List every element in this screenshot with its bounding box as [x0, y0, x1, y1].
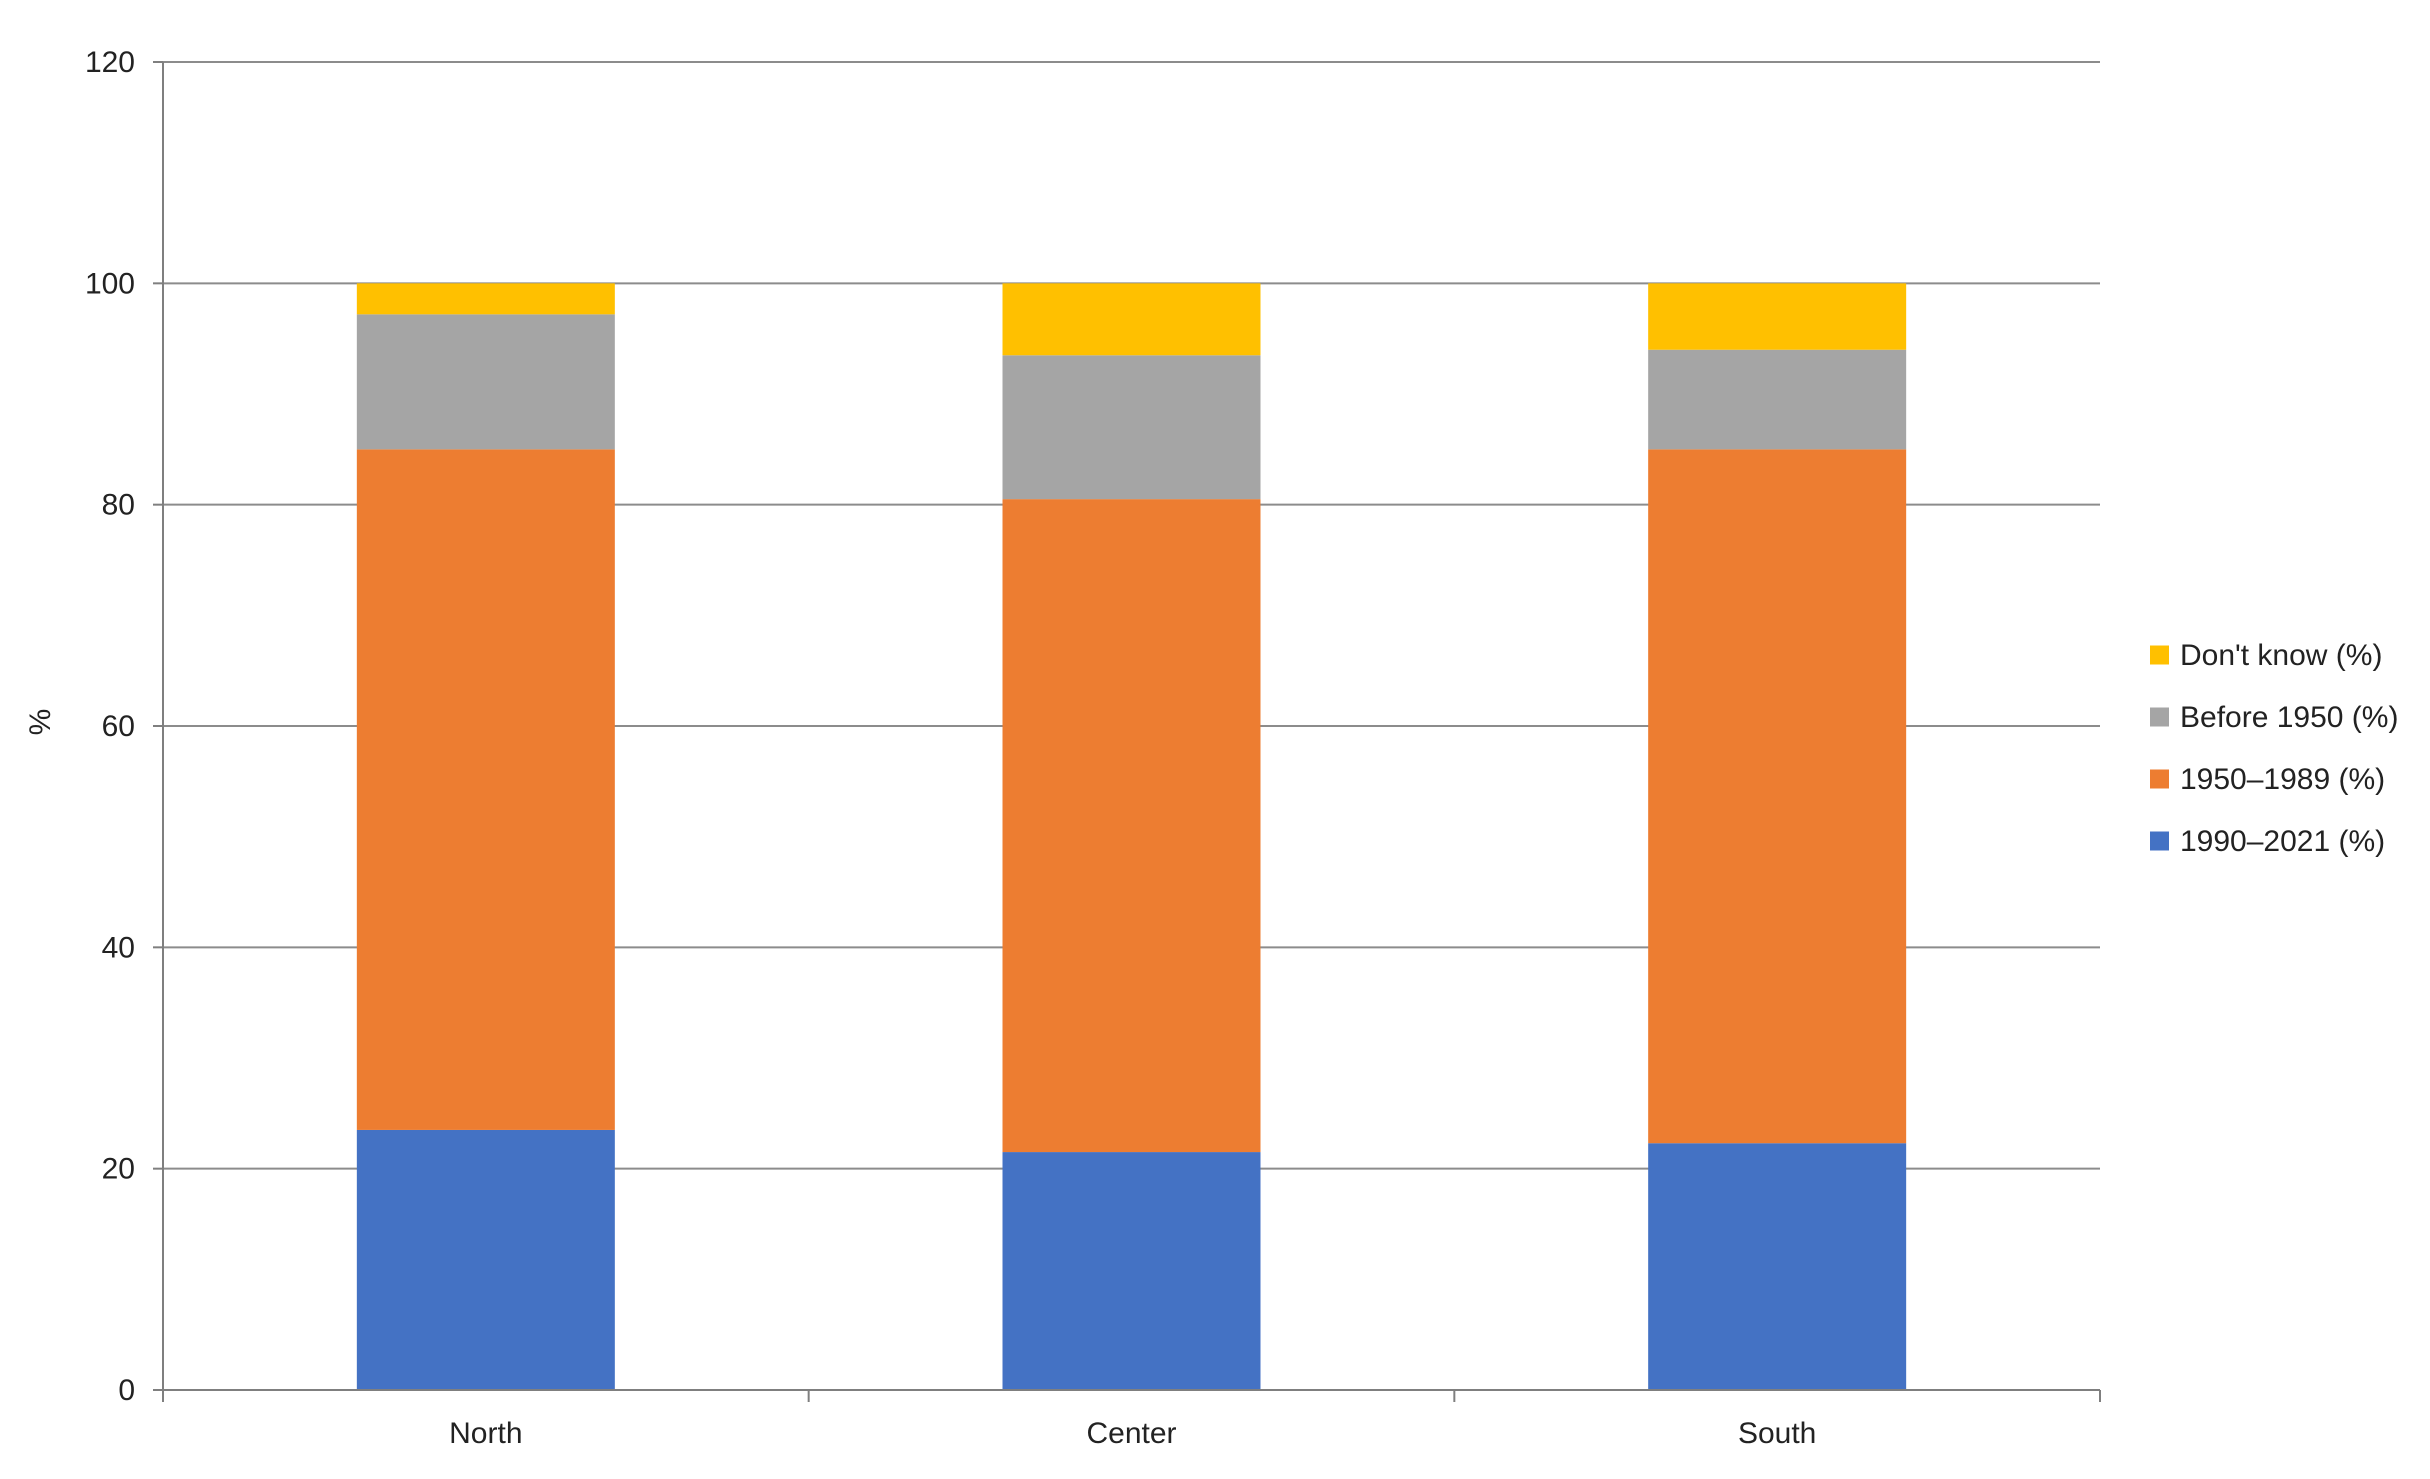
y-tick-label: 100 — [85, 267, 135, 300]
bar-segment-center-2 — [1002, 355, 1261, 500]
bar-segment-north-0 — [356, 1129, 615, 1390]
y-axis-label: % — [24, 709, 57, 736]
bars — [356, 283, 1907, 1390]
x-tick-labels: North Center South — [449, 1417, 1816, 1450]
bar-segment-center-0 — [1002, 1152, 1261, 1390]
bar-segment-north-1 — [356, 449, 615, 1130]
y-tick-label: 60 — [102, 710, 135, 743]
bar-segment-south-2 — [1648, 349, 1907, 450]
legend-label: 1950–1989 (%) — [2180, 763, 2385, 796]
legend-swatch — [2150, 645, 2169, 665]
legend-label: Don't know (%) — [2180, 639, 2382, 672]
legend-label: 1990–2021 (%) — [2180, 825, 2385, 858]
bar-segment-center-3 — [1002, 283, 1261, 356]
legend-label: Before 1950 (%) — [2180, 701, 2398, 734]
y-tick-label: 20 — [102, 1153, 135, 1186]
bar-segment-south-0 — [1648, 1143, 1907, 1390]
legend-swatch — [2150, 707, 2169, 727]
bar-segment-north-2 — [356, 314, 615, 450]
bar-segment-south-3 — [1648, 283, 1907, 350]
y-tick-label: 0 — [118, 1374, 135, 1407]
bar-segment-south-1 — [1648, 449, 1907, 1144]
y-tick-label: 120 — [85, 46, 135, 79]
x-tick-label: South — [1738, 1417, 1816, 1450]
bar-segment-north-3 — [356, 283, 615, 315]
y-tick-label: 80 — [102, 489, 135, 522]
y-tick-label: 40 — [102, 931, 135, 964]
legend-swatch — [2150, 831, 2169, 851]
bar-segment-center-1 — [1002, 499, 1261, 1153]
legend-swatch — [2150, 769, 2169, 789]
y-tick-labels: 0 20 40 60 80 100 120 — [85, 46, 135, 1407]
x-tick-label: Center — [1086, 1417, 1176, 1450]
x-tick-label: North — [449, 1417, 522, 1450]
legend: Don't know (%) Before 1950 (%) 1950–1989 (… — [2150, 639, 2398, 858]
axes — [153, 61, 2101, 1402]
